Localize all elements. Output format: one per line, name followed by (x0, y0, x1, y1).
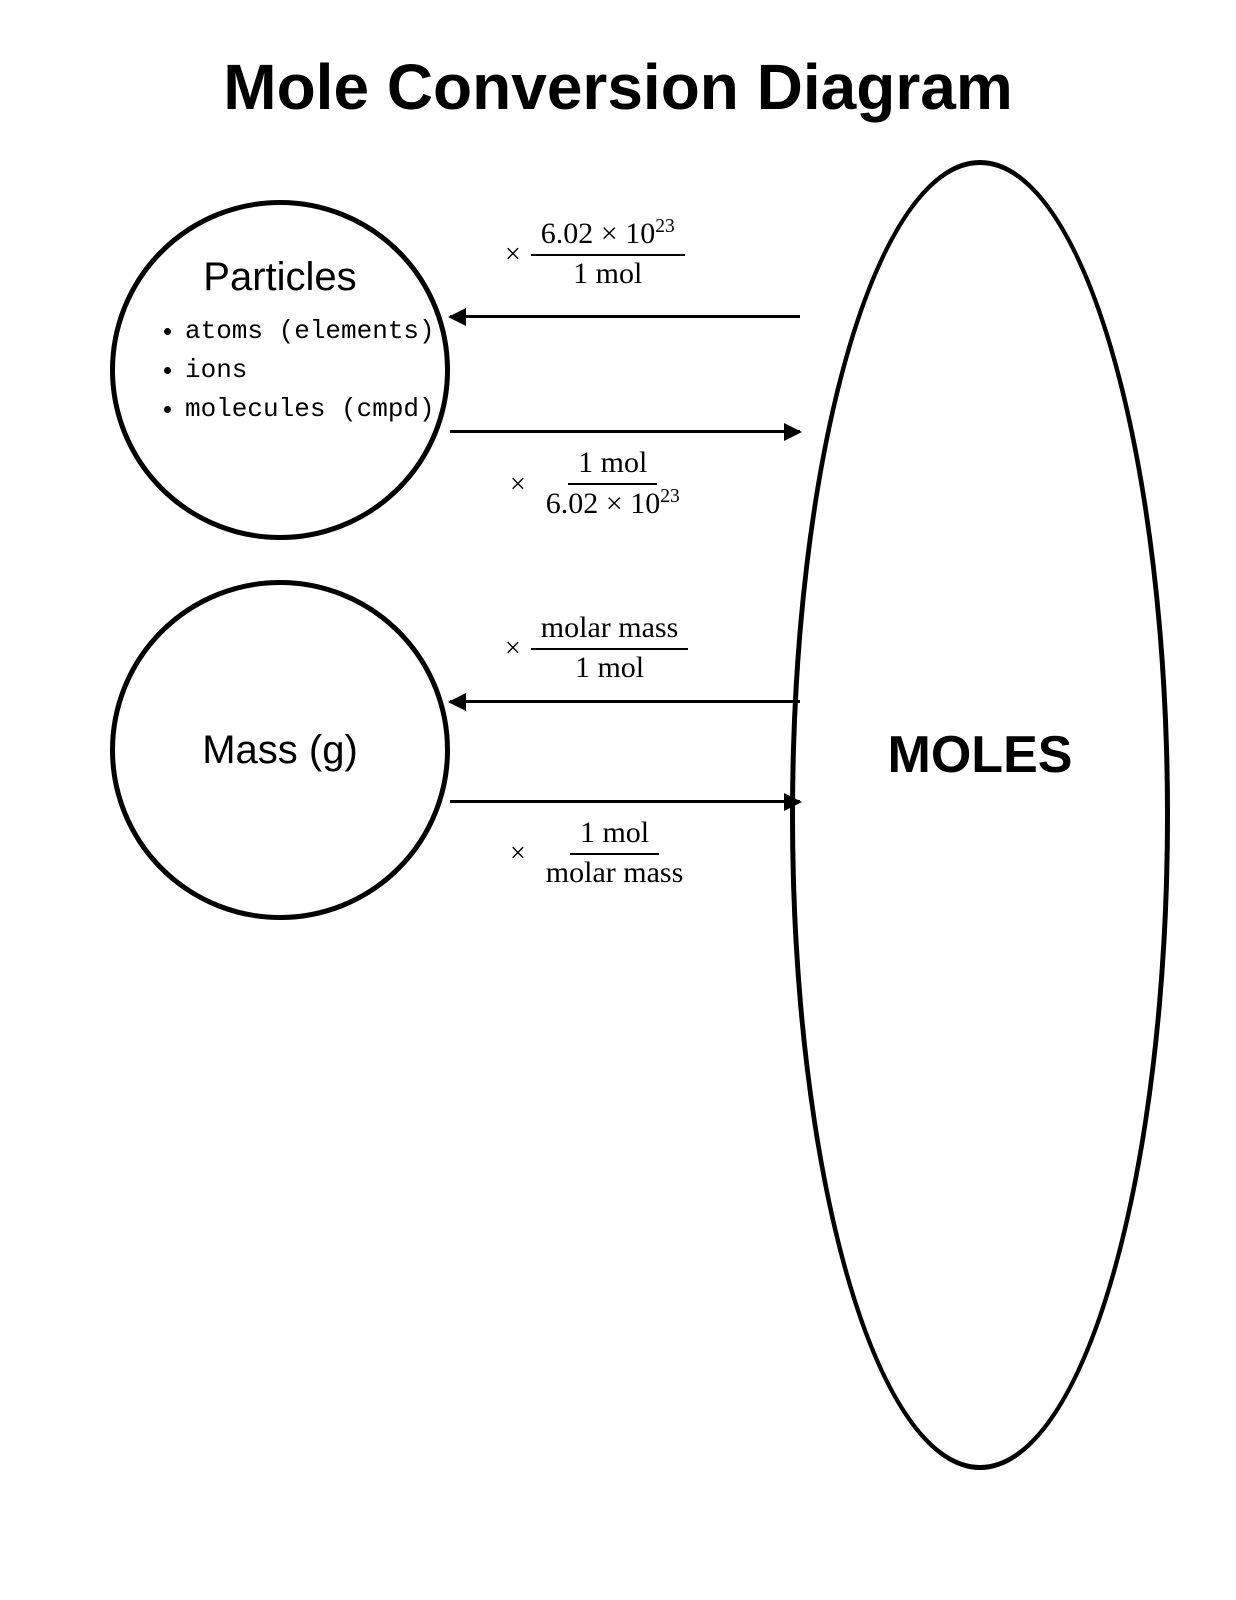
denominator: molar mass (536, 855, 693, 893)
diagram-canvas: Mole Conversion Diagram Particles atoms … (0, 0, 1236, 1600)
denominator: 6.02 × 1023 (536, 485, 690, 524)
particles-title: Particles (203, 255, 356, 300)
times-symbol: × (505, 239, 521, 271)
label-particles-to-moles: × 1 mol 6.02 × 1023 (510, 445, 690, 524)
arrow-moles-to-mass (450, 700, 800, 703)
moles-node: MOLES (790, 160, 1170, 1470)
diagram-title: Mole Conversion Diagram (0, 50, 1236, 124)
arrow-particles-to-moles (450, 430, 800, 433)
moles-title: MOLES (888, 725, 1073, 785)
label-mass-to-moles: × 1 mol molar mass (510, 815, 693, 893)
fraction: 1 mol molar mass (536, 815, 693, 893)
fraction: 1 mol 6.02 × 1023 (536, 445, 690, 524)
mass-node: Mass (g) (110, 580, 450, 920)
particles-bullet: molecules (cmpd) (185, 390, 435, 429)
denominator: 1 mol (563, 256, 652, 294)
denominator: 1 mol (565, 650, 654, 688)
label-moles-to-particles: × 6.02 × 1023 1 mol (505, 215, 685, 294)
fraction: molar mass 1 mol (531, 610, 688, 688)
numerator: 1 mol (568, 445, 657, 485)
mass-title: Mass (g) (202, 728, 358, 773)
numerator: molar mass (531, 610, 688, 650)
particles-node: Particles atoms (elements) ions molecule… (110, 200, 450, 540)
numerator: 1 mol (570, 815, 659, 855)
arrow-mass-to-moles (450, 800, 800, 803)
label-moles-to-mass: × molar mass 1 mol (505, 610, 688, 688)
particles-bullet: ions (185, 351, 435, 390)
times-symbol: × (505, 633, 521, 665)
particles-bullet: atoms (elements) (185, 312, 435, 351)
times-symbol: × (510, 838, 526, 870)
fraction: 6.02 × 1023 1 mol (531, 215, 685, 294)
times-symbol: × (510, 469, 526, 501)
particles-bullet-list: atoms (elements) ions molecules (cmpd) (155, 312, 435, 429)
arrow-moles-to-particles (450, 315, 800, 318)
numerator: 6.02 × 1023 (531, 215, 685, 256)
